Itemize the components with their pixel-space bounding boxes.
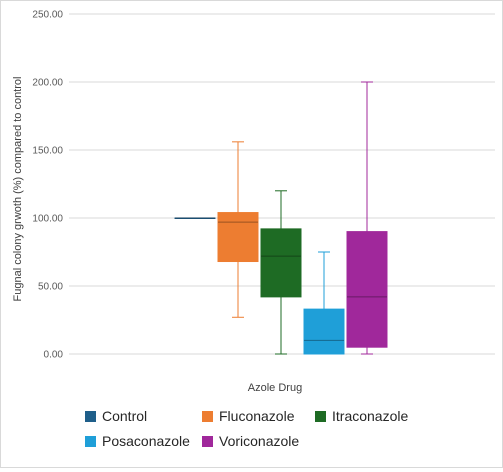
y-tick-label: 100.00: [32, 214, 63, 225]
legend-item: Itraconazole: [315, 408, 408, 424]
box-body: [303, 308, 345, 355]
legend-item: Control: [85, 408, 147, 424]
legend-label: Voriconazole: [219, 433, 299, 449]
legend-swatch: [202, 436, 213, 447]
y-tick-label: 0.00: [44, 350, 64, 361]
box-series: [174, 81, 388, 355]
legend-item: Voriconazole: [202, 433, 299, 449]
legend-swatch: [85, 411, 96, 422]
y-axis-title: Fugnal colony grwoth (%) compared to con…: [12, 77, 24, 302]
box-itraconazole: [260, 190, 302, 355]
gridlines: [69, 13, 495, 355]
legend: Control Fluconazole Itraconazole Posaconazo…: [85, 408, 408, 449]
legend-label: Posaconazole: [102, 433, 190, 449]
box-body: [346, 231, 388, 348]
box-fluconazole: [217, 141, 259, 318]
y-tick-label: 50.00: [38, 282, 63, 293]
legend-label: Control: [102, 408, 147, 424]
y-tick-label: 200.00: [32, 78, 63, 89]
box-control: [174, 217, 216, 219]
box-posaconazole: [303, 251, 345, 355]
box-voriconazole: [346, 81, 388, 355]
legend-item: Fluconazole: [202, 408, 295, 424]
legend-label: Itraconazole: [332, 408, 408, 424]
legend-swatch: [202, 411, 213, 422]
legend-swatch: [315, 411, 326, 422]
legend-label: Fluconazole: [219, 408, 295, 424]
box-body: [260, 228, 302, 298]
y-tick-label: 250.00: [32, 10, 63, 21]
y-tick-labels: 0.00 50.00 100.00 150.00 200.00 250.00: [32, 10, 63, 361]
box-body: [217, 212, 259, 263]
x-axis-title: Azole Drug: [248, 382, 302, 394]
legend-swatch: [85, 436, 96, 447]
y-tick-label: 150.00: [32, 146, 63, 157]
box-body: [174, 217, 216, 219]
legend-item: Posaconazole: [85, 433, 190, 449]
